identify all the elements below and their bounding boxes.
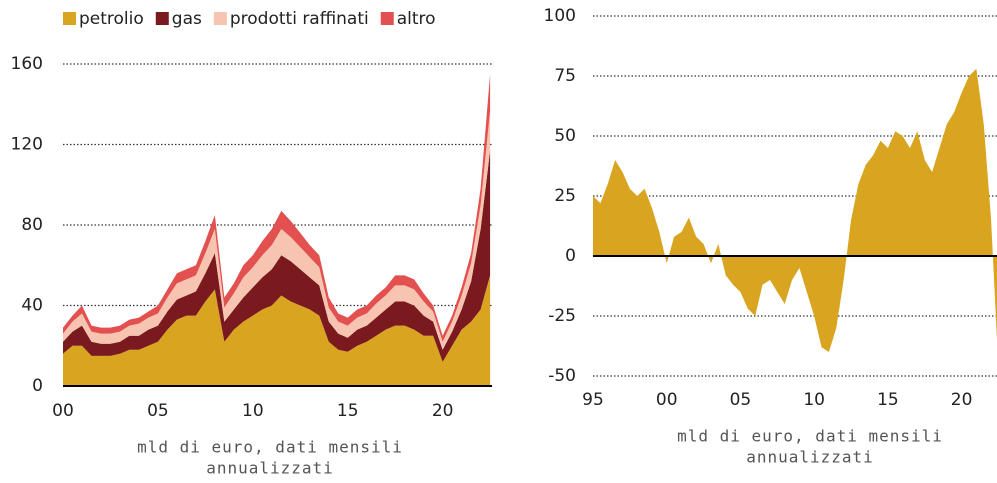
x-tick-label: 05 bbox=[147, 401, 169, 421]
legend-label: petrolio bbox=[79, 9, 144, 29]
x-tick-label: 00 bbox=[656, 390, 678, 410]
x-tick-label: 05 bbox=[730, 390, 752, 410]
y-tick-label: 40 bbox=[21, 296, 43, 316]
legend-label: prodotti raffinati bbox=[230, 9, 369, 29]
y-tick-label: 50 bbox=[554, 126, 576, 146]
legend-swatch bbox=[380, 12, 394, 25]
y-tick-label: -25 bbox=[548, 306, 576, 326]
x-tick-label: 10 bbox=[803, 390, 825, 410]
x-tick-label: 10 bbox=[242, 401, 264, 421]
x-tick-label: 20 bbox=[951, 390, 973, 410]
y-tick-label: 160 bbox=[11, 54, 43, 74]
legend-swatch bbox=[63, 12, 76, 25]
y-tick-label: 0 bbox=[565, 246, 576, 266]
y-tick-label: 75 bbox=[554, 66, 576, 86]
y-tick-label: 0 bbox=[32, 376, 43, 396]
axis-label: annualizzati bbox=[206, 459, 334, 478]
x-tick-label: 00 bbox=[52, 401, 74, 421]
y-tick-label: 80 bbox=[21, 215, 43, 235]
legend-label: altro bbox=[397, 9, 436, 29]
legend-label: gas bbox=[172, 9, 202, 29]
y-tick-label: -50 bbox=[548, 366, 576, 386]
axis-label: annualizzati bbox=[746, 448, 874, 467]
x-tick-label: 15 bbox=[877, 390, 899, 410]
legend-swatch bbox=[213, 12, 227, 25]
y-tick-label: 120 bbox=[11, 135, 43, 155]
x-tick-label: 20 bbox=[432, 401, 454, 421]
area bbox=[63, 150, 491, 362]
area bbox=[63, 275, 491, 386]
x-tick-label: 95 bbox=[582, 390, 604, 410]
legend-swatch bbox=[155, 12, 169, 25]
axis-label: mld di euro, dati mensili bbox=[677, 427, 943, 446]
area bbox=[593, 68, 997, 353]
axis-label: mld di euro, dati mensili bbox=[137, 438, 403, 457]
y-tick-label: 25 bbox=[554, 186, 576, 206]
y-tick-label: 100 bbox=[544, 6, 576, 26]
x-tick-label: 15 bbox=[337, 401, 359, 421]
